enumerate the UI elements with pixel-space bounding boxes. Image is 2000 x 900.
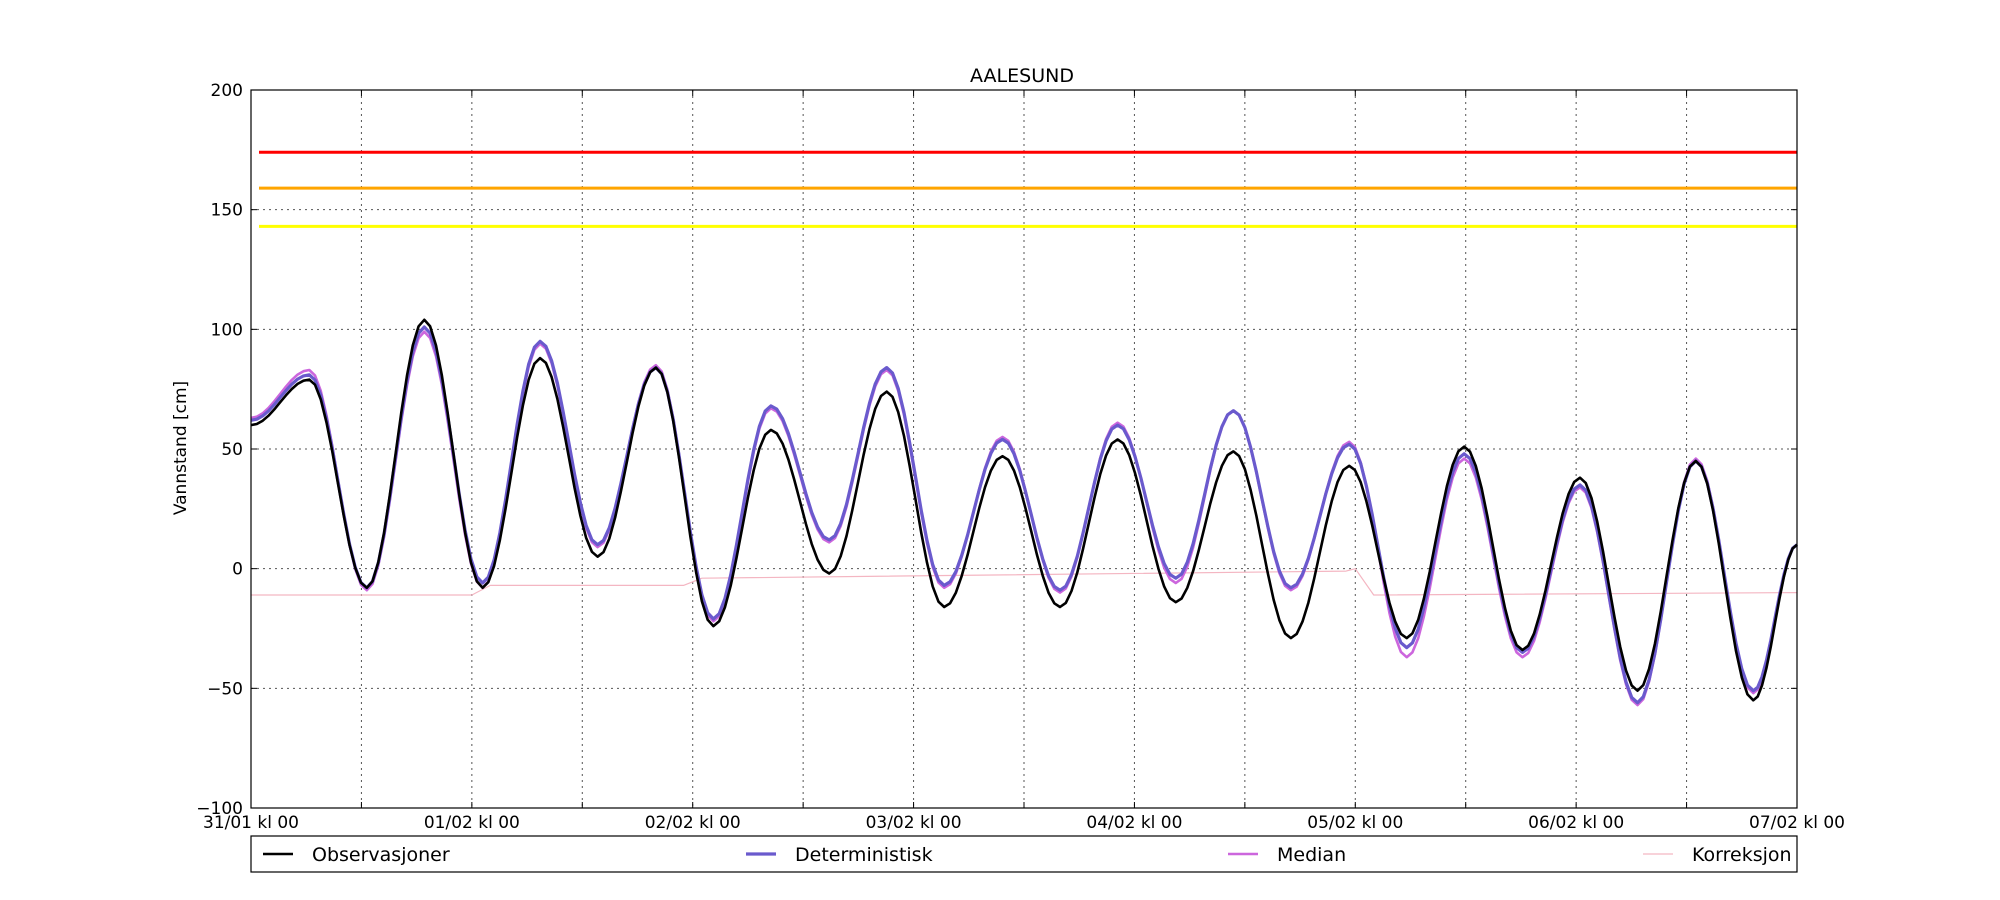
x-tick-label: 03/02 kl 00 bbox=[866, 813, 962, 833]
series-line-korreksjon bbox=[251, 568, 1798, 596]
x-tick-label: 06/02 kl 00 bbox=[1528, 813, 1624, 833]
legend-label: Median bbox=[1277, 844, 1346, 866]
y-tick-label: 0 bbox=[232, 560, 243, 580]
x-tick-label: 07/02 kl 00 bbox=[1749, 813, 1845, 833]
series-layer bbox=[250, 318, 1799, 707]
x-tick-label: 01/02 kl 00 bbox=[424, 813, 520, 833]
x-tick-label: 02/02 kl 00 bbox=[645, 813, 741, 833]
y-axis-label: Vannstand [cm] bbox=[171, 381, 191, 515]
y-tick-label: 100 bbox=[211, 320, 243, 340]
x-tick-label: 04/02 kl 00 bbox=[1086, 813, 1182, 833]
grid bbox=[251, 90, 1797, 808]
y-tick-label: −100 bbox=[196, 799, 243, 819]
y-tick-label: 200 bbox=[211, 81, 243, 101]
chart-title: AALESUND bbox=[970, 65, 1074, 87]
legend-label: Deterministisk bbox=[795, 844, 933, 866]
legend: Observasjoner Deterministisk Median Korreks… bbox=[250, 835, 1798, 873]
series-line-deterministisk bbox=[250, 325, 1799, 705]
y-tick-label: −50 bbox=[207, 679, 243, 699]
series-line-observasjoner bbox=[250, 318, 1798, 702]
legend-label: Korreksjon bbox=[1692, 844, 1792, 866]
x-tick-label: 05/02 kl 00 bbox=[1307, 813, 1403, 833]
x-tick-label: 31/01 kl 00 bbox=[203, 813, 299, 833]
legend-box bbox=[250, 835, 1798, 873]
y-tick-label: 50 bbox=[221, 440, 243, 460]
y-tick-label: 150 bbox=[211, 201, 243, 221]
threshold-lines bbox=[259, 150, 1797, 228]
axis-ticks: −100 −50 0 50 100 150 200 31/01 kl 00 01/02 kl 0… bbox=[196, 81, 1845, 833]
legend-label: Observasjoner bbox=[312, 844, 450, 866]
